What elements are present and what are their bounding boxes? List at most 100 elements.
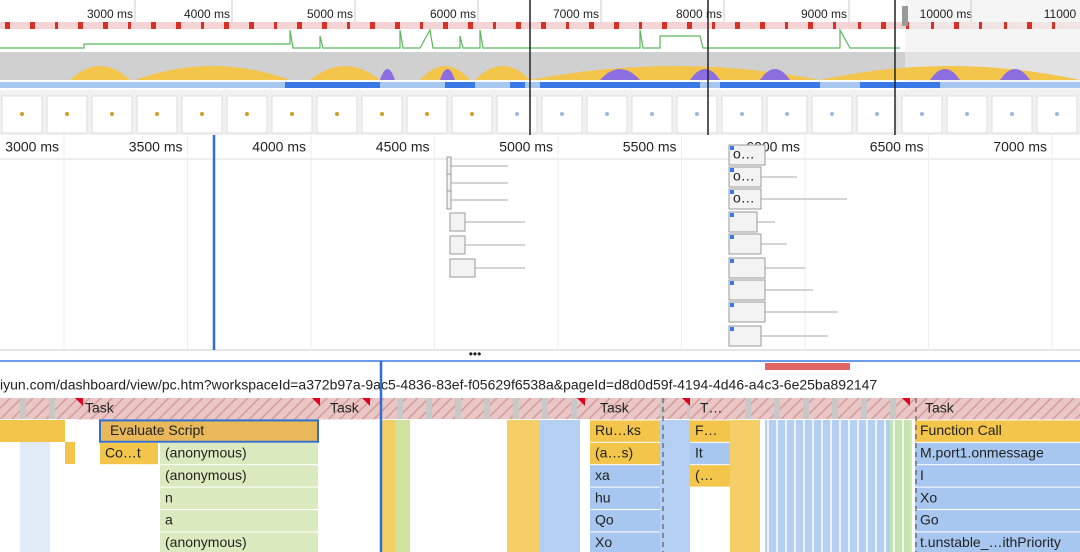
flame-column [660, 420, 690, 552]
resize-handle[interactable]: ••• [469, 347, 482, 361]
flame-entry[interactable] [915, 398, 1080, 420]
request-bar[interactable] [728, 211, 758, 233]
dropped-frame [105, 22, 108, 29]
dropped-frame [5, 22, 8, 29]
task-gap [20, 398, 26, 419]
flame-entry[interactable] [590, 510, 660, 532]
network-bar [445, 82, 475, 88]
dropped-frame [1004, 22, 1007, 29]
request-bar[interactable] [728, 301, 766, 323]
ruler-bg [0, 135, 1080, 159]
cpu-area [440, 69, 455, 80]
dropped-frame [224, 22, 227, 29]
dropped-frame [616, 22, 619, 29]
screenshot-dot [560, 112, 564, 116]
dropped-frame [883, 22, 886, 29]
dropped-frame [322, 22, 325, 29]
cpu-area [70, 66, 130, 80]
dropped-frame [833, 22, 836, 29]
dropped-frame [397, 22, 400, 29]
screenshot-dot [65, 112, 69, 116]
overview-tick-label: 8000 ms [676, 7, 722, 21]
flame-entry-label: Task [330, 400, 360, 416]
network-bar [860, 82, 940, 88]
dropped-frame [516, 22, 519, 29]
overview-tick-label: 5000 ms [307, 7, 353, 21]
flame-entry[interactable] [99, 419, 319, 443]
dropped-frame [1029, 22, 1032, 29]
flame-entry[interactable] [915, 510, 1080, 532]
flame-entry[interactable] [100, 442, 158, 465]
flame-entry-label: Go [920, 512, 939, 528]
ruler-tick-label: 6500 ms [870, 139, 924, 155]
flame-entry[interactable] [690, 442, 730, 465]
dropped-frame [299, 22, 302, 29]
flame-entry[interactable] [75, 398, 320, 420]
dropped-frame [1052, 22, 1055, 29]
screenshot-dot [380, 112, 384, 116]
flame-entry[interactable] [160, 465, 318, 487]
flame-entry[interactable] [590, 532, 660, 552]
flame-column [765, 420, 910, 552]
dropped-frame [370, 22, 373, 29]
overview-tick-label: 7000 ms [553, 7, 599, 21]
long-task-flag [312, 398, 320, 406]
flame-entry[interactable] [590, 487, 660, 509]
flame-entry[interactable] [320, 398, 375, 420]
dropped-frame [858, 22, 861, 29]
screenshot-dot [515, 112, 519, 116]
dropped-frame [80, 22, 83, 29]
flame-entry[interactable] [160, 532, 318, 552]
request-bar[interactable] [728, 325, 762, 347]
flame-entry[interactable] [160, 442, 318, 465]
request-bar[interactable] [728, 233, 762, 255]
cpu-area [310, 66, 380, 80]
long-task-flag [362, 398, 370, 406]
request-bar [446, 156, 452, 176]
flame-entry[interactable] [690, 465, 730, 487]
request-bar [449, 235, 466, 255]
flame-entry[interactable] [690, 398, 730, 420]
request-bar[interactable] [728, 279, 766, 301]
flame-entry[interactable] [915, 532, 1080, 552]
dropped-frame [297, 22, 300, 29]
dropped-frame [518, 22, 521, 29]
dropped-frame [103, 22, 106, 29]
network-bar [510, 82, 525, 88]
flame-entry[interactable] [590, 398, 660, 420]
screenshot-dot [605, 112, 609, 116]
flame-entry[interactable] [590, 442, 660, 465]
flame-entry[interactable] [160, 510, 318, 532]
request-bar[interactable] [728, 257, 766, 279]
flame-entry[interactable] [690, 420, 730, 442]
request-bar[interactable] [728, 166, 762, 188]
screenshot-dot [785, 112, 789, 116]
dropped-frame [201, 22, 204, 29]
dropped-frame [589, 22, 592, 29]
request-bar [449, 258, 476, 278]
screenshot-dot [335, 112, 339, 116]
flame-entry[interactable] [915, 487, 1080, 509]
task-gap [542, 398, 548, 419]
flame-entry[interactable] [160, 487, 318, 509]
flame-entry[interactable] [915, 420, 1080, 442]
network-bar [285, 82, 380, 88]
ruler-tick-label: 4000 ms [252, 139, 306, 155]
request-icon [730, 327, 734, 331]
flame-entry[interactable] [590, 420, 660, 442]
screenshots-bg [0, 90, 1080, 135]
flame-entry-label: T… [700, 400, 723, 416]
screenshot-dot [740, 112, 744, 116]
flame-entry[interactable] [915, 442, 1080, 465]
dropped-frame [153, 22, 156, 29]
request-bar[interactable] [728, 188, 762, 210]
task-gap [861, 398, 867, 419]
flame-entry[interactable] [590, 465, 660, 487]
ruler-tick-label: 5000 ms [499, 139, 553, 155]
task-gap [774, 398, 780, 419]
overview-tick-label: 9000 ms [801, 7, 847, 21]
request-icon [730, 259, 734, 263]
flame-entry[interactable] [915, 465, 1080, 487]
screenshot-dot [200, 112, 204, 116]
request-bar[interactable] [728, 144, 766, 166]
